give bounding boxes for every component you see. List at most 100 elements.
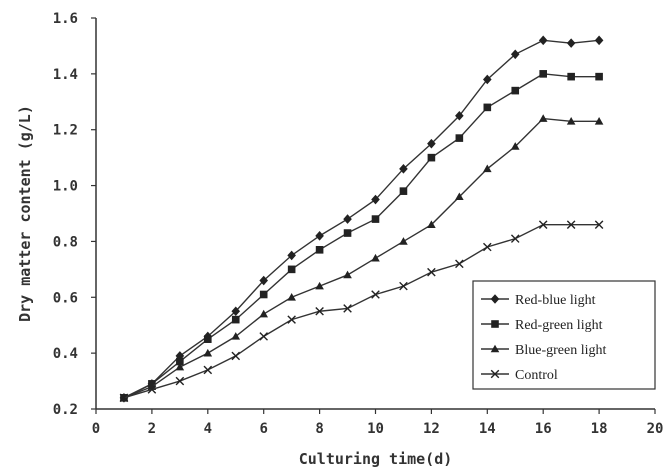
data-point-x — [566, 220, 576, 229]
x-axis-label: Culturing time(d) — [299, 450, 453, 468]
legend-label: Red-blue light — [515, 293, 596, 308]
data-point-diamond — [538, 35, 548, 46]
data-point-diamond — [455, 110, 464, 121]
data-point-triangle — [594, 117, 604, 125]
series-line — [123, 223, 600, 399]
y-tick-label: 0.8 — [53, 234, 78, 250]
data-point-square — [455, 134, 464, 142]
data-point-triangle — [566, 117, 576, 125]
data-point-x — [483, 242, 492, 252]
data-point-triangle — [231, 332, 241, 340]
data-point-triangle — [455, 192, 464, 201]
data-point-x — [455, 259, 464, 269]
data-point-x-stroke — [371, 290, 380, 299]
y-tick-label: 0.4 — [53, 346, 78, 362]
x-tick-label: 4 — [204, 421, 212, 437]
data-point-triangle — [203, 348, 213, 357]
data-point-x-stroke — [566, 220, 576, 229]
legend-label: Blue-green light — [515, 343, 606, 358]
data-point-square — [483, 103, 492, 112]
y-tick-label: 0.2 — [53, 402, 78, 418]
data-point-x-stroke — [538, 220, 548, 229]
data-point-x-stroke — [231, 351, 241, 361]
x-tick-label: 10 — [367, 421, 384, 437]
data-point-x — [315, 306, 324, 316]
data-point-triangle — [259, 309, 268, 318]
data-point-diamond — [566, 38, 576, 48]
x-tick-label: 8 — [315, 421, 323, 437]
legend-label: Control — [515, 368, 558, 383]
data-point-x — [147, 385, 157, 394]
data-point-x-stroke — [455, 259, 464, 269]
axes: 0 2 4 6 8 10 12 14 16 18 20 0.2 0.4 0.6 0.8 1.0 1.2 1.4 1.… — [16, 11, 663, 468]
data-point-square — [399, 187, 408, 195]
data-point-square — [595, 72, 603, 81]
data-point-x — [490, 369, 500, 379]
data-point-x-stroke — [287, 315, 296, 324]
data-point-x — [287, 315, 296, 324]
data-point-diamond — [399, 164, 408, 174]
data-point-square — [343, 229, 352, 237]
x-tick-label: 16 — [535, 421, 552, 437]
data-point-diamond — [175, 351, 185, 361]
series-line — [123, 73, 600, 399]
data-point-x-stroke — [594, 220, 604, 229]
data-point-x-stroke — [119, 393, 129, 403]
data-point-x — [175, 376, 185, 386]
data-point-diamond — [231, 306, 241, 317]
data-point-x — [510, 234, 520, 243]
legend-entry: Red-blue light — [481, 293, 596, 308]
legend-entry: Blue-green light — [481, 343, 606, 358]
data-point-triangle — [483, 164, 492, 173]
data-point-diamond — [343, 214, 352, 224]
data-point-triangle — [427, 220, 436, 228]
data-point-x — [203, 365, 213, 375]
data-point-triangle — [343, 270, 352, 279]
data-point-x — [427, 267, 436, 277]
x-tick-label: 0 — [92, 421, 100, 437]
data-point-diamond — [510, 49, 520, 60]
data-point-triangle — [538, 114, 548, 122]
data-point-square — [371, 215, 380, 223]
data-point-x — [259, 332, 268, 341]
data-point-triangle — [315, 281, 324, 290]
data-point-x-stroke — [399, 281, 408, 291]
data-point-x-stroke — [203, 365, 213, 375]
data-point-square — [427, 153, 436, 162]
legend-entry: Red-green light — [481, 318, 603, 333]
data-point-x — [231, 351, 241, 361]
x-tick-label: 18 — [591, 421, 608, 437]
data-point-diamond — [259, 275, 268, 286]
data-point-triangle — [399, 237, 408, 245]
y-tick-label: 0.6 — [53, 290, 78, 306]
data-point-x-stroke — [259, 332, 268, 341]
series-line — [123, 39, 600, 399]
data-point-triangle — [510, 142, 520, 150]
series-layer — [119, 35, 604, 403]
y-tick-label: 1.2 — [53, 123, 78, 139]
data-point-triangle — [490, 344, 500, 353]
y-tick-label: 1.4 — [53, 67, 78, 83]
y-axis-label: Dry matter content (g/L) — [16, 105, 34, 322]
data-point-triangle — [175, 362, 185, 371]
y-tick-label: 1.6 — [53, 11, 78, 27]
data-point-diamond — [490, 294, 500, 304]
data-point-square — [259, 290, 268, 299]
data-point-square — [567, 72, 575, 81]
data-point-x — [399, 281, 408, 291]
x-tick-label: 6 — [259, 421, 267, 437]
series-x — [119, 220, 604, 403]
data-point-x — [371, 290, 380, 299]
legend: Red-blue light Red-green light Blue-green … — [472, 280, 656, 390]
data-point-x-stroke — [427, 267, 436, 277]
data-point-diamond — [483, 74, 492, 85]
x-tick-label: 14 — [479, 421, 496, 437]
x-tick-label: 12 — [423, 421, 440, 437]
data-point-square — [287, 265, 296, 274]
data-point-diamond — [287, 250, 296, 261]
data-point-diamond — [371, 194, 380, 205]
data-point-square — [231, 315, 240, 324]
data-point-triangle — [371, 253, 380, 262]
legend-label: Red-green light — [515, 318, 603, 333]
